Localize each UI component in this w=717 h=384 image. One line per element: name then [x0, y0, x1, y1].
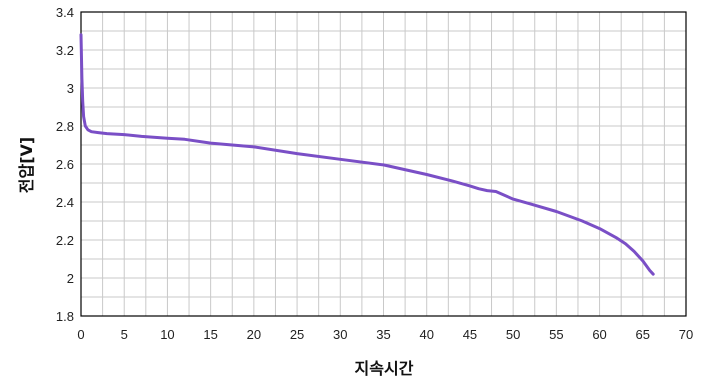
x-tick-label: 40 [419, 327, 433, 342]
y-tick-label: 2.8 [56, 119, 74, 134]
y-axis-ticks: 1.8 2 2.2 2.4 2.6 2.8 3 3.2 3.4 [56, 5, 74, 324]
x-tick-label: 65 [636, 327, 650, 342]
x-tick-label: 0 [77, 327, 84, 342]
x-tick-label: 45 [463, 327, 477, 342]
x-tick-label: 5 [121, 327, 128, 342]
x-tick-label: 60 [592, 327, 606, 342]
y-tick-label: 3 [67, 81, 74, 96]
grid [80, 11, 687, 317]
x-axis-ticks: 0 5 10 15 20 25 30 35 40 45 50 55 60 65 70 [77, 327, 693, 342]
y-tick-label: 3.2 [56, 43, 74, 58]
x-tick-label: 35 [376, 327, 390, 342]
y-tick-label: 2.4 [56, 195, 74, 210]
y-tick-label: 3.4 [56, 5, 74, 20]
voltage-series-line [79, 33, 655, 276]
x-tick-label: 20 [247, 327, 261, 342]
y-tick-label: 2.6 [56, 157, 74, 172]
x-tick-label: 55 [549, 327, 563, 342]
y-axis-title: 전압[V] [17, 137, 36, 193]
x-tick-label: 70 [679, 327, 693, 342]
x-tick-label: 10 [160, 327, 174, 342]
y-tick-label: 1.8 [56, 309, 74, 324]
x-axis-title: 지속시간 [355, 359, 414, 378]
x-tick-label: 50 [506, 327, 520, 342]
x-tick-label: 25 [290, 327, 304, 342]
y-tick-label: 2.2 [56, 233, 74, 248]
y-tick-label: 2 [67, 271, 74, 286]
plot-area-frame [80, 11, 687, 317]
x-tick-label: 30 [333, 327, 347, 342]
x-tick-label: 15 [203, 327, 217, 342]
series-layer [79, 33, 655, 276]
